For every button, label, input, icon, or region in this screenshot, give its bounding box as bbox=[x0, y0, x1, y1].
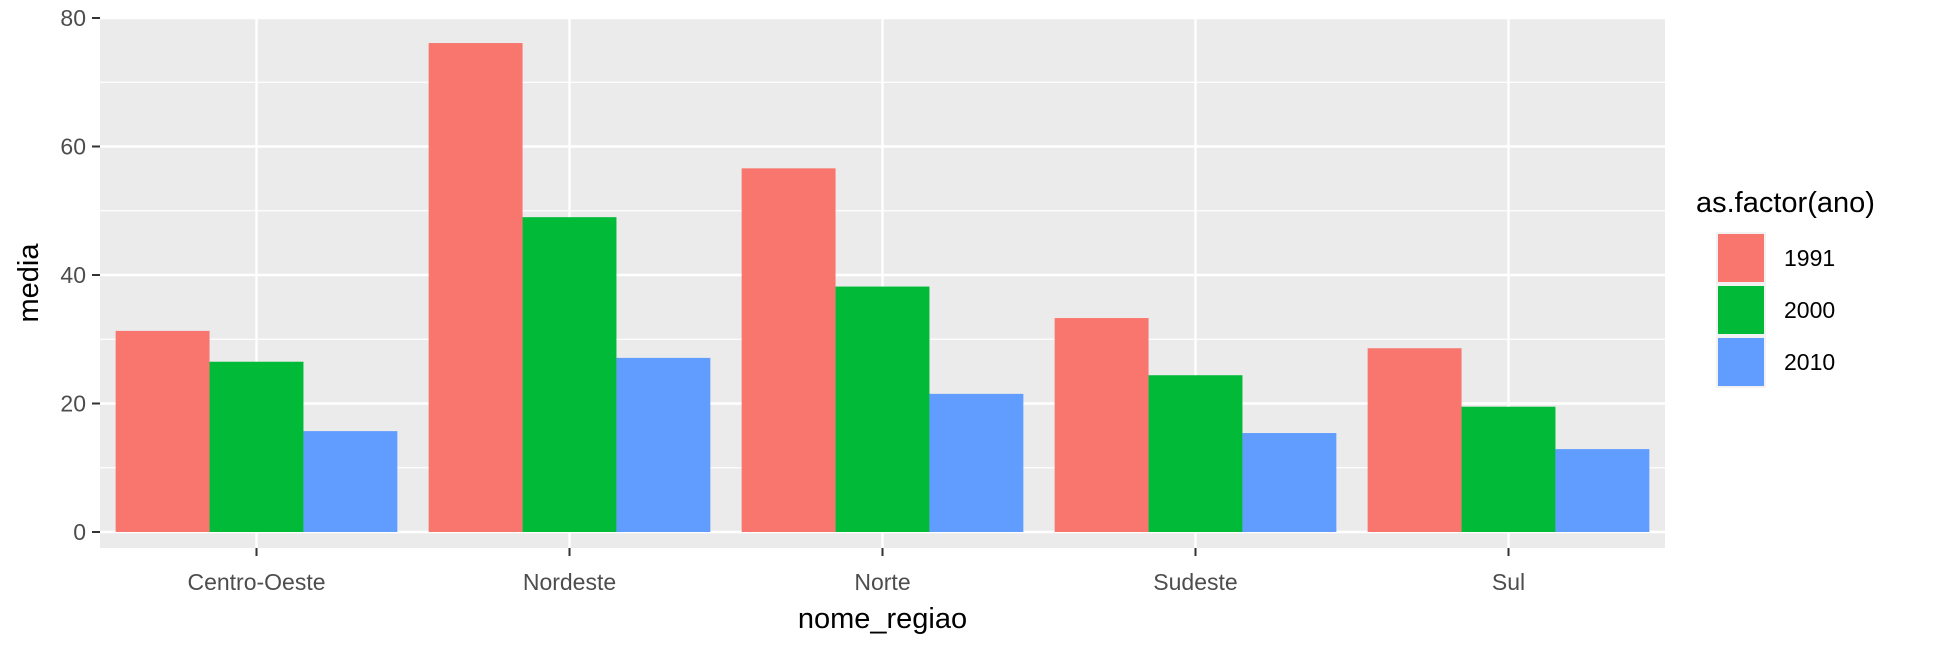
bar-1991-sudeste bbox=[1054, 318, 1149, 532]
bars bbox=[115, 43, 1650, 533]
legend-label-2010: 2010 bbox=[1784, 349, 1835, 375]
y-tick-label: 40 bbox=[60, 262, 86, 288]
legend-title: as.factor(ano) bbox=[1696, 187, 1875, 219]
x-tick-label: Sul bbox=[1492, 569, 1525, 595]
x-tick-label: Norte bbox=[854, 569, 910, 595]
y-axis-title: media bbox=[13, 243, 45, 323]
y-tick-label: 20 bbox=[60, 391, 86, 417]
y-tick-label: 60 bbox=[60, 134, 86, 160]
bar-2010-sul bbox=[1555, 449, 1650, 532]
bar-2000-norte bbox=[835, 286, 930, 532]
legend-label-1991: 1991 bbox=[1784, 245, 1835, 271]
bar-2010-norte bbox=[929, 393, 1024, 532]
legend-swatch-2010 bbox=[1718, 338, 1764, 386]
bar-2010-sudeste bbox=[1242, 433, 1337, 532]
bar-2000-sudeste bbox=[1148, 375, 1243, 532]
bar-2000-sul bbox=[1461, 406, 1556, 532]
x-tick-label: Nordeste bbox=[523, 569, 616, 595]
legend: as.factor(ano) 1991 2000 2010 bbox=[1696, 187, 1875, 388]
bar-2000-centro-oeste bbox=[209, 361, 304, 532]
bar-2010-centro-oeste bbox=[303, 431, 398, 532]
x-axis-title: nome_regiao bbox=[798, 603, 967, 635]
x-tick-label: Centro-Oeste bbox=[187, 569, 325, 595]
legend-label-2000: 2000 bbox=[1784, 297, 1835, 323]
y-tick-label: 80 bbox=[60, 5, 86, 31]
x-tick-label: Sudeste bbox=[1153, 569, 1237, 595]
bar-1991-nordeste bbox=[428, 43, 523, 533]
bar-1991-centro-oeste bbox=[115, 330, 210, 532]
y-tick-label: 0 bbox=[73, 519, 86, 545]
bar-1991-norte bbox=[741, 168, 836, 532]
x-axis: Centro-Oeste Nordeste Norte Sudeste Sul bbox=[187, 548, 1525, 595]
y-axis: 0 20 40 60 80 bbox=[60, 5, 100, 545]
legend-swatch-1991 bbox=[1718, 234, 1764, 282]
bar-2010-nordeste bbox=[616, 357, 711, 532]
bar-1991-sul bbox=[1367, 348, 1462, 532]
bar-2000-nordeste bbox=[522, 217, 617, 533]
legend-swatch-2000 bbox=[1718, 286, 1764, 334]
